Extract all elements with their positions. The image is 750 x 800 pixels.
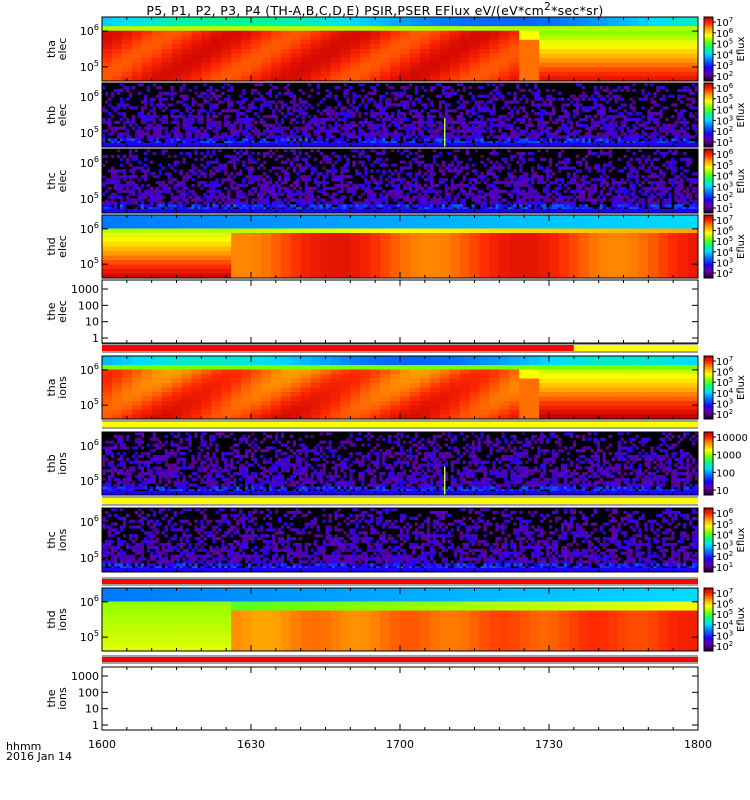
- y-tick-label: 106: [80, 89, 99, 104]
- colorbar-tick-label: 102: [716, 267, 733, 280]
- y-tick-label: 106: [80, 594, 99, 609]
- y-tick-label: 105: [80, 629, 99, 644]
- panel-label: thcelec: [45, 170, 69, 193]
- colorbar-tick-label: 1000: [716, 451, 741, 462]
- flag-segment: [102, 579, 698, 584]
- y-tick-label: 10: [85, 316, 99, 329]
- colorbar-label: Eflux: [736, 36, 747, 61]
- y-tick-label: 1000: [71, 283, 99, 296]
- y-tick-label: 106: [80, 438, 99, 453]
- flag-segment: [102, 422, 698, 427]
- x-tick-label: 1730: [535, 738, 563, 751]
- quality-flag-bar: [102, 655, 698, 664]
- colorbar-tick-label: 10000: [716, 433, 748, 444]
- x-tick-label: 1800: [684, 738, 712, 751]
- flag-segment: [102, 498, 698, 504]
- y-tick-label: 105: [80, 191, 99, 206]
- panel-label: thcions: [45, 528, 69, 551]
- panel-label: thaelec: [45, 38, 69, 61]
- panel-the-elec: 1000 100 10 1 theelec: [45, 279, 699, 353]
- colorbar-label: Eflux: [736, 607, 747, 632]
- quality-flag-bar: [102, 420, 698, 429]
- y-tick-label: 10: [85, 703, 99, 716]
- x-axis: 1600 1630 1700 1730 1800: [88, 738, 712, 751]
- y-tick-label: 105: [80, 473, 99, 488]
- colorbar-tick-label: 102: [716, 640, 733, 653]
- panel-label: theelec: [45, 300, 69, 323]
- colorbar-label: Eflux: [736, 527, 747, 552]
- y-tick-label: 106: [80, 155, 99, 170]
- panel-label: thdions: [45, 608, 69, 631]
- x-tick-label: 1700: [386, 738, 414, 751]
- y-tick-label: 100: [78, 299, 99, 312]
- quality-flag-bar: [102, 496, 698, 506]
- colorbar-label: Eflux: [736, 168, 747, 193]
- colorbar-tick-label: 100: [716, 468, 735, 479]
- quality-flag-bar: [102, 343, 698, 353]
- colorbar-tick-label: 101: [716, 561, 733, 574]
- flag-segment: [102, 345, 574, 351]
- date-label: 2016 Jan 14: [6, 750, 72, 763]
- colorbar-label: Eflux: [736, 234, 747, 259]
- panel-label: theions: [45, 687, 69, 710]
- panel-label: thbions: [45, 452, 69, 475]
- y-tick-label: 106: [80, 23, 99, 38]
- colorbar-tick-label: 10: [716, 486, 729, 497]
- time-axis-label: hhmm: [6, 740, 42, 753]
- y-tick-label: 1000: [71, 670, 99, 683]
- y-tick-label: 1: [92, 332, 99, 345]
- panel-the-ions: 1000 100 10 1 theions: [45, 666, 699, 732]
- panel-label: thaions: [45, 376, 69, 399]
- y-tick-label: 105: [80, 125, 99, 140]
- page-title: P5, P1, P2, P3, P4 (TH-A,B,C,D,E) PSIR,P…: [146, 1, 604, 19]
- quality-flag-bar: [102, 577, 698, 586]
- y-tick-label: 105: [80, 397, 99, 412]
- colorbar-label: Eflux: [736, 375, 747, 400]
- y-tick-label: 106: [80, 221, 99, 236]
- y-tick-label: 105: [80, 59, 99, 74]
- y-tick-label: 1: [92, 719, 99, 732]
- x-tick-label: 1630: [237, 738, 265, 751]
- y-tick-label: 105: [80, 550, 99, 565]
- colorbar-tick-label: 102: [716, 408, 733, 421]
- flag-segment: [573, 345, 698, 351]
- colorbar-label: Eflux: [736, 102, 747, 127]
- flag-segment: [102, 657, 698, 662]
- y-tick-label: 106: [80, 514, 99, 529]
- y-tick-label: 105: [80, 256, 99, 271]
- panel-thb-ions: 106 105 thbions 10000 1000 100 10: [45, 431, 748, 506]
- x-tick-label: 1600: [88, 738, 116, 751]
- panel-label: thbelec: [45, 104, 69, 127]
- panel-label: thdelec: [45, 235, 69, 258]
- colorbar: 10000 1000 100 10: [703, 431, 748, 497]
- y-tick-label: 106: [80, 362, 99, 377]
- y-tick-label: 100: [78, 686, 99, 699]
